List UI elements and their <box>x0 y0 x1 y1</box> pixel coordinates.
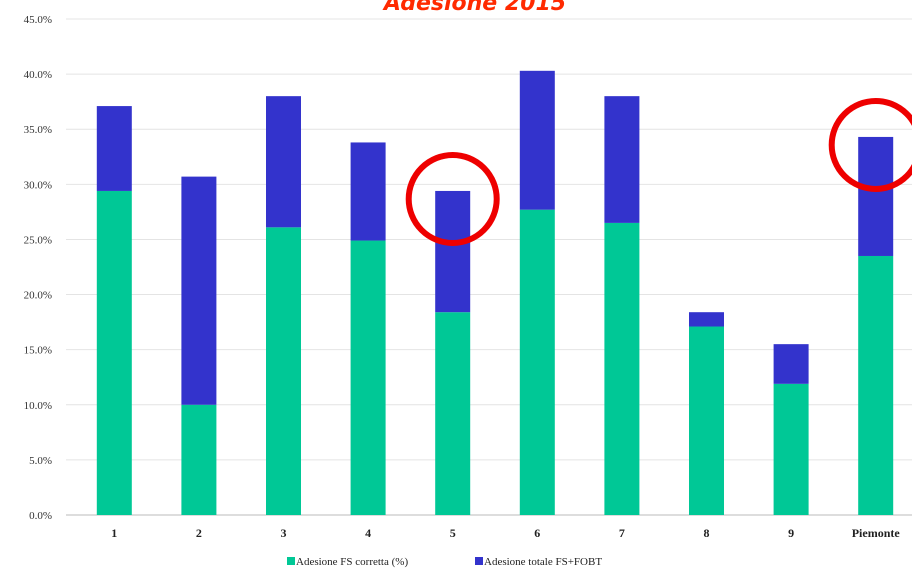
x-axis-labels: 1 2 3 4 5 6 7 8 9 Piemonte <box>111 526 900 540</box>
bar-segment-fs-corretta <box>96 190 132 516</box>
x-tick-label: 3 <box>281 526 287 540</box>
bar-segment-totale-fs-fobt <box>266 96 301 228</box>
legend-label: Adesione totale FS+FOBT <box>484 556 602 568</box>
legend-swatch <box>475 557 483 565</box>
highlight-circles <box>405 97 912 246</box>
legend-label: Adesione FS corretta (%) <box>296 556 408 568</box>
y-axis-ticks: 0.0% 5.0% 10.0% 15.0% 20.0% 25.0% 30.0% 35.0% 40… <box>24 14 52 522</box>
y-tick-label: 35.0% <box>24 124 52 136</box>
bar-segment-fs-corretta <box>435 312 471 515</box>
x-tick-label: 9 <box>788 526 794 540</box>
legend-swatch <box>287 557 295 565</box>
x-tick-label: 5 <box>450 526 456 540</box>
x-tick-label: 8 <box>704 526 710 540</box>
x-tick-label: 2 <box>196 526 202 540</box>
bar-segment-fs-corretta <box>181 404 217 515</box>
chart-title: Adesione 2015 <box>382 0 566 16</box>
y-tick-label: 10.0% <box>24 400 52 412</box>
x-tick-label: 1 <box>111 526 117 540</box>
y-tick-label: 40.0% <box>24 69 52 81</box>
x-tick-label: 6 <box>534 526 540 540</box>
bar-segment-totale-fs-fobt <box>858 136 894 256</box>
bar-segment-totale-fs-fobt <box>350 142 386 241</box>
y-tick-label: 0.0% <box>29 510 52 522</box>
bar-segment-totale-fs-fobt <box>181 176 217 405</box>
y-tick-label: 45.0% <box>24 14 52 26</box>
bar-segment-fs-corretta <box>858 255 894 515</box>
x-tick-label: 7 <box>619 526 625 540</box>
y-tick-label: 30.0% <box>24 179 52 191</box>
bar-segment-totale-fs-fobt <box>689 312 724 327</box>
x-tick-label: 4 <box>365 526 371 540</box>
bar-segment-totale-fs-fobt <box>773 344 809 384</box>
bar-segment-totale-fs-fobt <box>519 70 555 210</box>
highlight-circle <box>405 151 500 246</box>
y-tick-label: 25.0% <box>24 234 52 246</box>
x-tick-label: Piemonte <box>852 526 901 540</box>
y-tick-label: 5.0% <box>29 455 52 467</box>
highlight-circle <box>828 97 912 192</box>
bar-segment-fs-corretta <box>689 326 724 515</box>
y-tick-label: 15.0% <box>24 345 52 357</box>
y-tick-label: 20.0% <box>24 290 52 302</box>
bar-segment-fs-corretta <box>350 240 386 515</box>
bar-segment-fs-corretta <box>519 209 555 515</box>
bar-segment-fs-corretta <box>266 227 301 515</box>
bar-segment-totale-fs-fobt <box>96 106 132 191</box>
bars <box>96 70 894 516</box>
bar-segment-totale-fs-fobt <box>604 96 640 223</box>
bar-segment-totale-fs-fobt <box>435 190 471 313</box>
legend: Adesione FS corretta (%) Adesione totale … <box>287 556 602 568</box>
bar-segment-fs-corretta <box>773 383 809 515</box>
bar-segment-fs-corretta <box>604 222 640 515</box>
